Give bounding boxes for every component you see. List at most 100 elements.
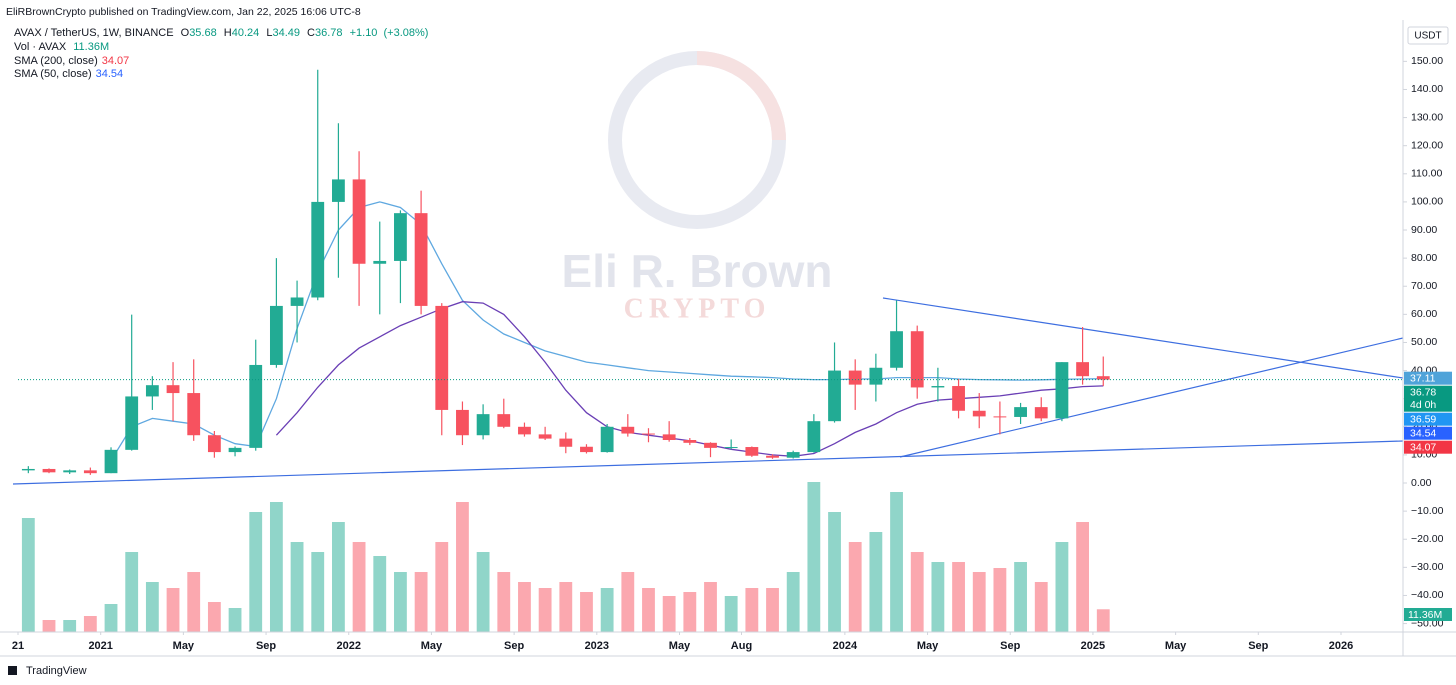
ohlc-key: L (266, 27, 272, 39)
candle-body (538, 434, 552, 439)
candle-body (642, 433, 655, 435)
ohlc-value: 35.68 (189, 27, 217, 39)
candle-body (125, 396, 139, 450)
candle-body (332, 179, 345, 202)
volume-bar (476, 552, 490, 632)
y-tick-label: 90.00 (1411, 224, 1437, 236)
candle-body (1014, 407, 1027, 417)
volume-tag (1404, 608, 1452, 621)
volume-bar (1096, 609, 1110, 632)
candle-body (972, 410, 986, 417)
volume-bar (125, 552, 139, 632)
candle-body (145, 385, 159, 397)
watermark-arc (696, 51, 786, 141)
y-tick-label: 130.00 (1411, 111, 1443, 123)
candle-body (456, 409, 469, 436)
x-tick-label: Sep (504, 640, 524, 652)
volume-bar (228, 608, 242, 632)
candle-body (414, 213, 428, 306)
candle-body (662, 434, 676, 441)
candle-body (683, 440, 697, 443)
candle-body (373, 260, 387, 264)
indicator-value: 34.54 (96, 68, 124, 80)
y-tick-label: −40.00 (1411, 589, 1444, 601)
y-tick-label: −20.00 (1411, 533, 1444, 545)
currency-box (1407, 26, 1449, 45)
price-tag (1404, 371, 1452, 385)
x-tick-label: May (421, 640, 443, 652)
x-tick-label: Sep (256, 640, 276, 652)
x-tick-label: 2024 (833, 640, 858, 652)
candle-body (952, 386, 965, 411)
candle-body (890, 331, 903, 368)
volume-bar (621, 572, 635, 632)
x-tick-label: Sep (1248, 640, 1268, 652)
volume-bar (538, 588, 552, 632)
volume-bar (63, 620, 77, 632)
volume-bar (910, 552, 924, 632)
candle-body (42, 468, 56, 473)
price-tag-label: 36.59 (1410, 413, 1436, 425)
y-tick-label: 120.00 (1411, 139, 1443, 151)
candle-body (104, 449, 118, 474)
price-tag-countdown: 4d 0h (1410, 399, 1436, 411)
brand: TradingView (8, 665, 87, 677)
y-tick-label: 140.00 (1411, 83, 1443, 95)
x-tick-label: Sep (1000, 640, 1020, 652)
volume-bar (42, 620, 56, 632)
candle-body (807, 421, 821, 453)
volume-bar (890, 492, 903, 632)
volume-pane (21, 482, 1110, 632)
candle-body (187, 393, 201, 436)
volume-name: Vol · AVAX (14, 41, 67, 53)
price-pane (18, 69, 1403, 475)
volume-bar (786, 572, 800, 632)
volume-bar (807, 482, 821, 632)
symbol: AVAX / TetherUS, 1W, BINANCE (14, 27, 174, 39)
volume-bar (145, 582, 159, 632)
candle-body (993, 416, 1007, 418)
candle-body (559, 438, 573, 447)
trendline (899, 337, 1404, 458)
volume-bar (290, 542, 304, 632)
trendlines (12, 297, 1404, 485)
candle-body (249, 364, 263, 448)
volume-bar (83, 616, 97, 632)
candle-body (435, 305, 449, 410)
brand-icon (8, 666, 17, 675)
indicator-legend: SMA (200, close) 34.07 SMA (50, close) 34.5… (14, 55, 129, 80)
candle-body (869, 367, 883, 385)
candle-body (848, 370, 862, 385)
trendline (12, 440, 1404, 485)
price-tag (1404, 440, 1452, 454)
candle-body (228, 447, 242, 453)
price-tag-label: 34.54 (1410, 427, 1436, 439)
volume-bar (724, 596, 738, 632)
volume-bar (456, 502, 469, 632)
y-tick-label: 50.00 (1411, 336, 1437, 348)
candle-body (166, 385, 180, 394)
y-tick-label: 110.00 (1411, 168, 1442, 180)
volume-bar (869, 532, 883, 632)
volume-bar (269, 502, 283, 632)
volume-legend: Vol · AVAX 11.36M (14, 41, 109, 53)
volume-bar (952, 562, 965, 632)
x-tick-label: May (917, 640, 939, 652)
x-tick-label: Aug (731, 640, 752, 652)
publisher: EliRBrownCrypto published on TradingView… (6, 6, 361, 18)
candle-body (724, 447, 738, 449)
y-tick-label: 0.00 (1411, 477, 1432, 489)
volume-bar (497, 572, 511, 632)
volume-bar (745, 588, 759, 632)
ohlc-value: 40.24 (232, 27, 260, 39)
candle-body (600, 426, 614, 453)
volume-bar (828, 512, 841, 632)
candle-body (269, 305, 283, 365)
indicator-value: 34.07 (102, 55, 130, 67)
volume-tag-label: 11.36M (1408, 609, 1442, 621)
volume-bar (1076, 522, 1089, 632)
y-tick-label: 80.00 (1411, 252, 1437, 264)
volume-bar (1014, 562, 1027, 632)
volume-bar (435, 542, 449, 632)
candle-body (910, 331, 924, 388)
